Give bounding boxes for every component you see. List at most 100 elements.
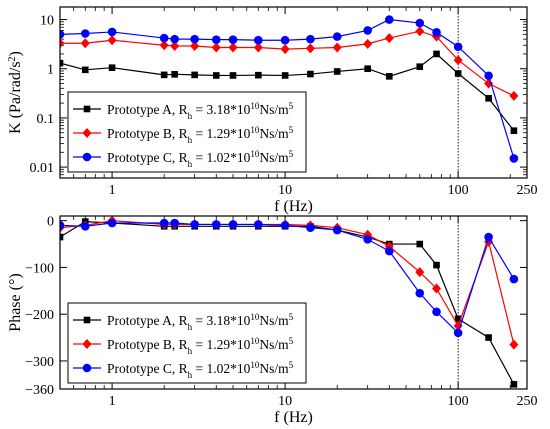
chart-panel-2: 1 10 100 250 0 −100 −200 −300 −360 f (Hz) Phase (°…: [7, 215, 538, 426]
marker-circle: [432, 307, 441, 317]
legend: Prototype A, Rh = 3.18*1010Ns/m5Prototyp…: [67, 91, 307, 173]
marker-circle: [332, 225, 342, 235]
legend: Prototype A, Rh = 3.18*1010Ns/m5Prototyp…: [67, 302, 307, 384]
series-1: [60, 50, 518, 134]
y-tick-label: −200: [25, 308, 54, 323]
legend-text: Ns/m: [259, 361, 289, 376]
y-axis-label-close: ): [7, 51, 24, 56]
y-axis-label-main: Phase (°): [7, 273, 24, 331]
marker-circle: [190, 220, 199, 229]
plot-frame: [59, 6, 528, 179]
legend-text: Ns/m: [259, 126, 289, 141]
x-tick-label: 10: [278, 394, 292, 409]
marker-diamond: [432, 283, 442, 294]
marker-diamond: [453, 320, 463, 331]
marker-square: [281, 72, 289, 79]
marker-diamond: [253, 42, 263, 53]
marker-square: [60, 233, 64, 241]
marker-square: [485, 95, 492, 102]
marker-diamond: [107, 35, 117, 46]
marker-diamond: [384, 33, 394, 44]
marker-circle: [170, 34, 179, 44]
legend-superscript: 10: [250, 312, 260, 322]
legend-box: [67, 91, 307, 173]
marker-circle: [432, 28, 441, 37]
marker-square: [510, 127, 518, 134]
y-tick-label: 10: [40, 14, 54, 29]
marker-diamond: [159, 40, 169, 51]
legend-text: Prototype C, R: [107, 361, 188, 376]
marker-circle: [254, 220, 263, 229]
marker-square: [333, 68, 341, 75]
x-tick-label: 250: [517, 394, 538, 409]
legend-superscript: 5: [289, 336, 294, 346]
marker-circle: [453, 42, 463, 52]
y-tick-label: −360: [25, 383, 54, 398]
marker-square: [160, 71, 168, 79]
marker-circle: [484, 71, 493, 81]
marker-diamond: [305, 43, 315, 54]
series-3: [60, 15, 519, 163]
legend-superscript: 10: [250, 101, 260, 111]
marker-square: [191, 71, 198, 79]
legend-subscript: h: [188, 346, 193, 356]
marker-circle: [509, 154, 519, 163]
marker-circle: [80, 29, 90, 38]
marker-square: [433, 50, 440, 58]
marker-circle: [306, 34, 315, 44]
marker-circle: [228, 35, 238, 44]
legend-superscript: 5: [289, 360, 294, 370]
marker-square: [83, 316, 91, 324]
marker-square: [364, 65, 371, 73]
marker-diamond: [415, 26, 425, 37]
x-axis-label: f (Hz): [274, 409, 313, 426]
marker-square: [454, 70, 462, 77]
legend-superscript: 5: [289, 101, 294, 111]
legend-entry: Prototype B, Rh = 1.29*1010Ns/m5: [107, 336, 294, 356]
marker-circle: [190, 34, 199, 44]
plot-frame: [59, 215, 528, 390]
marker-diamond: [190, 40, 200, 51]
marker-circle: [159, 33, 169, 43]
marker-circle: [107, 218, 117, 228]
y-axis-label: Phase (°): [7, 273, 24, 331]
y-tick-label: −100: [25, 261, 54, 276]
legend-text: Prototype B, R: [107, 337, 188, 352]
legend-superscript: 5: [289, 312, 294, 322]
marker-circle: [453, 328, 463, 338]
marker-circle: [363, 235, 372, 244]
marker-square: [212, 72, 220, 79]
legend-text: = 1.29*10: [192, 337, 250, 352]
marker-circle: [415, 18, 425, 28]
y-axis-label-sup: 2: [7, 56, 18, 61]
marker-circle: [82, 152, 92, 162]
series-3: [60, 218, 519, 338]
y-tick-label: 0.1: [37, 112, 55, 127]
marker-circle: [159, 218, 169, 228]
marker-diamond: [82, 128, 92, 138]
x-tick-label: 10: [278, 183, 292, 198]
y-tick-label: 0: [47, 215, 54, 230]
legend-box: [67, 302, 307, 384]
marker-diamond: [82, 339, 92, 349]
x-tick-label: 100: [448, 183, 469, 198]
marker-circle: [170, 218, 179, 228]
legend-subscript: h: [188, 135, 193, 145]
legend-superscript: 10: [250, 125, 260, 135]
marker-circle: [211, 35, 221, 44]
marker-circle: [332, 32, 342, 41]
legend-superscript: 10: [250, 360, 260, 370]
marker-diamond: [228, 42, 238, 53]
marker-circle: [228, 220, 238, 229]
legend-superscript: 5: [289, 149, 294, 159]
legend-text: = 1.02*10: [192, 150, 250, 165]
legend-text: = 1.02*10: [192, 361, 250, 376]
legend-text: Prototype A, R: [107, 102, 188, 117]
legend-entry: Prototype C, Rh = 1.02*1010Ns/m5: [107, 360, 294, 380]
marker-square: [81, 66, 89, 74]
series-2: [60, 26, 519, 101]
marker-diamond: [509, 339, 519, 350]
marker-square: [255, 71, 262, 79]
